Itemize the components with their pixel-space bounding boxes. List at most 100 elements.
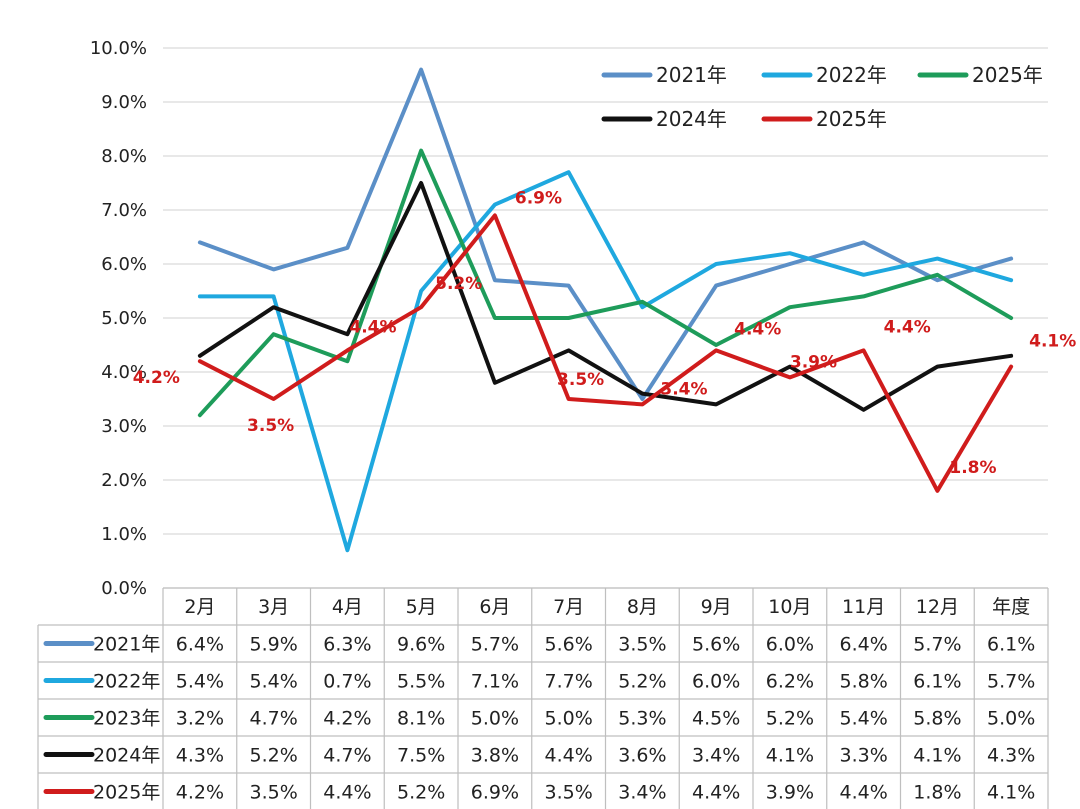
table-cell: 4.2% [176,782,224,804]
table-header: 9月 [701,596,732,618]
table-header: 10月 [768,596,811,618]
table-cell: 4.7% [323,745,371,767]
table-cell: 3.3% [839,745,887,767]
y-axis-ticks: 0.0% 1.0% 2.0% 3.0% 4.0% 5.0% 6.0% 7.0% 8.0% 9.0%… [90,38,147,599]
table-cell: 0.7% [323,671,371,693]
table-cell: 7.7% [544,671,592,693]
table-cell: 6.3% [323,634,371,656]
table-cell: 5.4% [249,671,297,693]
table-cell: 4.3% [176,745,224,767]
y-tick-label: 1.0% [101,524,147,545]
y-tick-label: 0.0% [101,578,147,599]
y-tick-label: 4.0% [101,362,147,383]
table-cell: 3.6% [618,745,666,767]
table-cell: 5.5% [397,671,445,693]
table-cell: 5.2% [618,671,666,693]
data-table: 2月 3月 4月 5月 6月 7月 8月 9月 10月 11月 12月 年度 2021年 6.4% 5.9%… [37,587,1049,809]
table-header: 5月 [406,596,437,618]
table-cell: 3.9% [766,782,814,804]
y-tick-label: 10.0% [90,38,147,59]
table-cell: 5.7% [913,634,961,656]
row-label: 2023年 [93,708,160,730]
table-header: 3月 [258,596,289,618]
table-cell: 8.1% [397,708,445,730]
series-line-2025年 [197,213,1014,493]
table-cell: 5.8% [913,708,961,730]
table-cell: 7.5% [397,745,445,767]
table-header: 12月 [916,596,959,618]
data-label: 3.5% [247,416,294,436]
series-line-2024年 [197,181,1014,412]
table-cell: 5.7% [471,634,519,656]
table-cell: 1.8% [913,782,961,804]
table-cell: 3.2% [176,708,224,730]
table-cell: 6.1% [913,671,961,693]
data-label: 3.5% [557,370,604,390]
row-label: 2021年 [93,634,160,656]
table-header: 6月 [479,596,510,618]
table-cell: 4.1% [913,745,961,767]
y-tick-label: 2.0% [101,470,147,491]
table-header: 4月 [332,596,363,618]
table-cell: 5.4% [839,708,887,730]
series-line-2021年 [197,67,1014,401]
data-labels: 4.2% 3.5% 4.4% 5.2% 6.9% 3.5% 3.4% 4.4% 3.9% 4.4%… [133,188,1077,477]
table-cell: 4.1% [987,782,1035,804]
table-cell: 4.4% [544,745,592,767]
legend-label: 2025年 [816,107,887,131]
y-tick-label: 5.0% [101,308,147,329]
table-cell: 4.3% [987,745,1035,767]
data-label: 6.9% [515,188,562,208]
table-cell: 6.0% [766,634,814,656]
legend-label: 2021年 [656,63,727,87]
table-cell: 5.6% [692,634,740,656]
data-label: 4.4% [884,317,931,337]
data-label: 4.4% [734,319,781,339]
table-cell: 4.5% [692,708,740,730]
y-tick-label: 7.0% [101,200,147,221]
table-cell: 5.2% [249,745,297,767]
table-cell: 4.7% [249,708,297,730]
table-cell: 4.2% [323,708,371,730]
table-cell: 6.4% [176,634,224,656]
table-header: 11月 [842,596,885,618]
table-header: 7月 [553,596,584,618]
legend: 2021年 2022年 2025年 2024年 2025年 [601,63,1043,131]
table-cell: 6.0% [692,671,740,693]
y-tick-label: 8.0% [101,146,147,167]
row-label: 2024年 [93,745,160,767]
legend-label: 2022年 [816,63,887,87]
table-cell: 5.3% [618,708,666,730]
table-cell: 7.1% [471,671,519,693]
legend-label: 2024年 [656,107,727,131]
table-cell: 5.9% [249,634,297,656]
table-cell: 3.5% [544,782,592,804]
data-label: 4.2% [133,368,180,388]
legend-label: 2025年 [972,63,1043,87]
table-cell: 9.6% [397,634,445,656]
table-cell: 6.4% [839,634,887,656]
y-tick-label: 3.0% [101,416,147,437]
table-cell: 3.5% [249,782,297,804]
y-tick-label: 6.0% [101,254,147,275]
table-cell: 6.1% [987,634,1035,656]
table-cell: 5.6% [544,634,592,656]
table-cell: 5.2% [397,782,445,804]
table-cell: 3.4% [692,745,740,767]
data-label: 3.9% [790,352,837,372]
series-lines [197,67,1014,553]
data-label: 3.4% [660,379,707,399]
table-cell: 5.4% [176,671,224,693]
table-cell: 5.0% [987,708,1035,730]
row-label: 2022年 [93,671,160,693]
table-header: 8月 [627,596,658,618]
table-cell: 4.4% [839,782,887,804]
table-cell: 5.7% [987,671,1035,693]
data-label: 4.1% [1029,332,1076,352]
table-cell: 6.2% [766,671,814,693]
table-header: 2月 [184,596,215,618]
series-line-2023年 [197,148,1014,418]
table-cell: 5.2% [766,708,814,730]
row-label: 2025年 [93,782,160,804]
